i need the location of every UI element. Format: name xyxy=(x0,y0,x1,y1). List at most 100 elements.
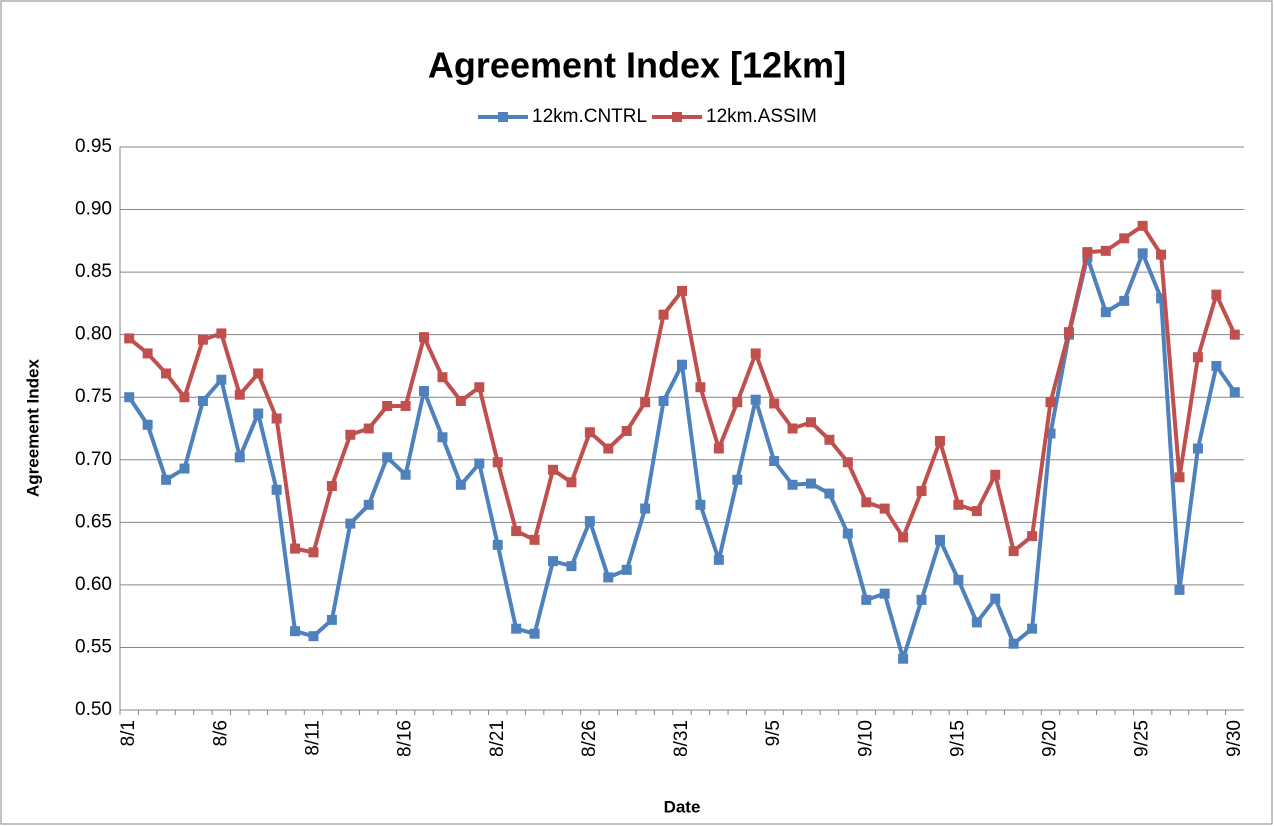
point-marker xyxy=(1137,220,1148,231)
legend-label: 12km.ASSIM xyxy=(706,106,817,127)
y-tick-label: 0.75 xyxy=(75,386,112,407)
point-marker xyxy=(548,464,559,475)
point-marker xyxy=(787,479,798,490)
x-tick-label: 8/11 xyxy=(302,720,323,756)
y-tick-label: 0.90 xyxy=(75,199,112,220)
point-marker xyxy=(1192,443,1203,454)
point-marker xyxy=(750,394,761,405)
point-marker xyxy=(750,348,761,359)
point-marker xyxy=(326,481,337,492)
point-marker xyxy=(990,469,1001,480)
point-marker xyxy=(953,574,964,585)
point-marker xyxy=(1174,472,1185,483)
x-tick-label: 8/26 xyxy=(579,720,600,757)
point-marker xyxy=(1156,293,1167,304)
point-marker xyxy=(1082,247,1093,258)
point-marker xyxy=(455,479,466,490)
point-marker xyxy=(308,547,319,558)
point-marker xyxy=(824,434,835,445)
point-marker xyxy=(142,348,153,359)
point-marker xyxy=(253,368,264,379)
point-marker xyxy=(400,400,411,411)
x-tick-label: 9/25 xyxy=(1132,720,1153,757)
x-tick-label: 8/1 xyxy=(118,720,139,746)
point-marker xyxy=(824,488,835,499)
legend-label: 12km.CNTRL xyxy=(532,106,647,127)
y-tick-label: 0.80 xyxy=(75,324,112,345)
point-marker xyxy=(695,382,706,393)
point-marker xyxy=(474,382,485,393)
point-marker xyxy=(621,426,632,437)
point-marker xyxy=(290,543,301,554)
point-marker xyxy=(400,469,411,480)
x-tick-label: 9/15 xyxy=(947,720,968,757)
point-marker xyxy=(382,452,393,463)
x-tick-label: 9/10 xyxy=(855,720,876,757)
x-tick-label: 8/6 xyxy=(210,720,231,746)
legend-marker xyxy=(498,112,508,122)
y-axis-title: Agreement Index xyxy=(23,358,42,496)
y-tick-label: 0.50 xyxy=(75,699,112,720)
x-tick-label: 8/16 xyxy=(395,720,416,757)
point-marker xyxy=(197,334,208,345)
point-marker xyxy=(216,328,227,339)
chart-title: Agreement Index [12km] xyxy=(428,45,846,86)
point-marker xyxy=(1008,546,1019,557)
point-marker xyxy=(1174,584,1185,595)
point-marker xyxy=(640,397,651,408)
point-marker xyxy=(1100,245,1111,256)
point-marker xyxy=(234,389,245,400)
point-marker xyxy=(603,443,614,454)
point-marker xyxy=(511,526,522,537)
point-marker xyxy=(879,588,890,599)
point-marker xyxy=(934,436,945,447)
point-marker xyxy=(437,432,448,443)
point-marker xyxy=(234,452,245,463)
point-marker xyxy=(677,285,687,296)
y-tick-label: 0.65 xyxy=(75,511,112,532)
point-marker xyxy=(492,539,503,550)
point-marker xyxy=(474,458,485,469)
point-marker xyxy=(566,561,577,572)
point-marker xyxy=(566,477,577,488)
point-marker xyxy=(1045,397,1056,408)
point-marker xyxy=(990,593,1001,604)
point-marker xyxy=(916,594,927,605)
point-marker xyxy=(253,408,264,419)
point-marker xyxy=(1211,360,1222,371)
point-marker xyxy=(658,395,669,406)
point-marker xyxy=(179,463,190,474)
point-marker xyxy=(161,474,172,485)
point-marker xyxy=(916,486,927,497)
point-marker xyxy=(621,564,632,575)
x-tick-label: 9/20 xyxy=(1040,720,1061,757)
point-marker xyxy=(584,516,595,527)
point-marker xyxy=(492,457,503,468)
point-marker xyxy=(345,429,356,440)
point-marker xyxy=(529,628,540,639)
y-tick-label: 0.55 xyxy=(75,636,112,657)
point-marker xyxy=(345,518,356,529)
point-marker xyxy=(584,427,595,438)
point-marker xyxy=(419,385,430,396)
point-marker xyxy=(677,359,687,370)
point-marker xyxy=(842,528,853,539)
point-marker xyxy=(732,474,743,485)
point-marker xyxy=(1063,327,1074,338)
point-marker xyxy=(419,332,430,343)
point-marker xyxy=(713,554,724,565)
point-marker xyxy=(1027,623,1038,634)
point-marker xyxy=(640,503,651,514)
point-marker xyxy=(1192,352,1203,363)
point-marker xyxy=(1119,233,1130,244)
point-marker xyxy=(142,419,153,430)
point-marker xyxy=(326,614,337,625)
y-tick-label: 0.70 xyxy=(75,449,112,470)
point-marker xyxy=(898,532,909,543)
point-marker xyxy=(271,413,282,424)
point-marker xyxy=(1156,249,1167,260)
point-marker xyxy=(934,534,945,545)
point-marker xyxy=(805,417,816,428)
point-marker xyxy=(548,556,559,567)
